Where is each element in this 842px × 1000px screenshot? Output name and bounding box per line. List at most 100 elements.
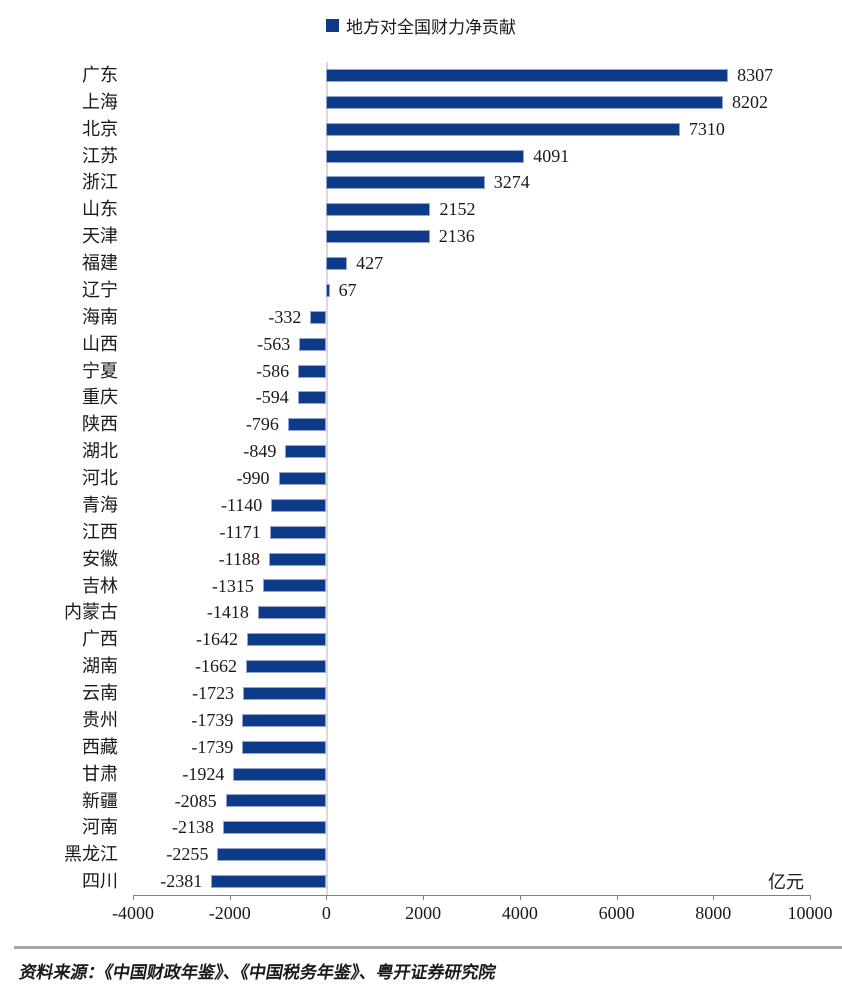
legend-label: 地方对全国财力净贡献 xyxy=(346,17,516,37)
category-label: 四川 xyxy=(82,871,118,892)
x-tick-label: -2000 xyxy=(208,903,251,923)
category-label: 湖北 xyxy=(82,441,118,462)
x-tick-label: 0 xyxy=(321,903,331,923)
value-label: -1739 xyxy=(191,736,234,757)
value-label: -1739 xyxy=(191,709,234,730)
bar xyxy=(326,230,430,244)
bar xyxy=(271,498,327,512)
category-label: 天津 xyxy=(82,226,118,247)
bar xyxy=(326,149,525,163)
category-label: 北京 xyxy=(82,118,118,139)
value-label: -586 xyxy=(256,360,290,381)
value-label: 2136 xyxy=(438,226,475,247)
bar xyxy=(243,686,327,700)
category-label: 宁夏 xyxy=(82,360,118,381)
category-label: 福建 xyxy=(82,253,118,274)
x-tick-label: 6000 xyxy=(598,903,635,923)
x-tick-label: -4000 xyxy=(112,903,154,923)
bar xyxy=(326,95,724,109)
category-label: 吉林 xyxy=(82,575,118,596)
category-label: 广西 xyxy=(82,629,118,650)
value-label: 3274 xyxy=(493,172,530,193)
chart-legend: 地方对全国财力净贡献 xyxy=(0,12,842,38)
value-label: -796 xyxy=(245,414,279,435)
category-label: 江苏 xyxy=(82,145,118,166)
bar xyxy=(298,364,327,378)
value-label: 2152 xyxy=(439,199,476,220)
bar xyxy=(242,713,327,727)
category-label: 湖南 xyxy=(82,656,118,677)
unit-label: 亿元 xyxy=(768,872,804,892)
bar xyxy=(326,122,680,136)
bar xyxy=(269,525,327,539)
bar xyxy=(242,740,327,754)
value-label: -1662 xyxy=(195,656,238,677)
bar xyxy=(223,821,327,835)
x-tick-label: 4000 xyxy=(501,903,538,923)
x-axis-line xyxy=(133,895,810,896)
category-label: 陕西 xyxy=(82,414,118,435)
bar xyxy=(257,606,327,620)
bar xyxy=(246,660,327,674)
category-label: 甘肃 xyxy=(82,763,118,784)
category-label: 安徽 xyxy=(82,548,118,569)
bar xyxy=(247,633,327,647)
bar xyxy=(211,875,327,889)
x-axis-tick xyxy=(810,895,811,900)
category-label: 云南 xyxy=(82,683,118,704)
value-label: -563 xyxy=(257,333,291,354)
bar xyxy=(287,418,327,432)
x-axis-tick xyxy=(326,895,328,900)
value-label: -594 xyxy=(255,387,289,408)
value-label: -1418 xyxy=(206,602,249,623)
value-label: -2381 xyxy=(160,871,203,892)
value-label: -1723 xyxy=(192,683,235,704)
value-label: -1315 xyxy=(211,575,254,596)
category-label: 内蒙古 xyxy=(64,602,118,623)
bar xyxy=(225,794,327,808)
bar-chart: 广东 8307 上海 8202 北京 7310 江苏 4091 浙江 3274 山东 2152 天津 21… xyxy=(0,62,842,900)
value-label: -1642 xyxy=(196,629,239,650)
category-label: 海南 xyxy=(82,306,118,327)
x-axis-tick xyxy=(713,895,715,900)
category-label: 贵州 xyxy=(82,709,118,730)
category-label: 黑龙江 xyxy=(64,844,118,865)
category-label: 广东 xyxy=(82,65,118,85)
x-axis-tick xyxy=(229,895,231,900)
bar xyxy=(326,257,348,271)
x-axis-tick xyxy=(616,895,618,900)
x-axis-tick xyxy=(519,895,521,900)
x-tick-label: 10000 xyxy=(787,903,833,923)
category-label: 新疆 xyxy=(82,790,118,811)
category-label: 江西 xyxy=(82,521,118,542)
category-label: 山西 xyxy=(82,333,118,354)
value-label: -1171 xyxy=(219,521,261,542)
category-label: 河北 xyxy=(82,468,118,489)
value-label: -2138 xyxy=(172,817,215,838)
bar xyxy=(285,445,327,459)
value-label: -849 xyxy=(243,441,277,462)
footer-divider xyxy=(14,946,842,949)
category-label: 上海 xyxy=(82,91,118,112)
category-label: 浙江 xyxy=(82,172,118,193)
value-label: -990 xyxy=(236,468,270,489)
bar xyxy=(233,767,327,781)
bar xyxy=(326,283,330,297)
bar xyxy=(299,337,327,351)
bar xyxy=(262,579,327,593)
x-tick-label: 2000 xyxy=(405,903,442,923)
value-label: 427 xyxy=(356,253,384,274)
category-label: 重庆 xyxy=(82,387,118,408)
bar xyxy=(326,68,729,82)
category-label: 青海 xyxy=(82,494,118,515)
value-label: -1924 xyxy=(182,763,225,784)
value-label: -2085 xyxy=(174,790,217,811)
zero-axis-line xyxy=(326,62,328,895)
bar xyxy=(278,472,327,485)
source-note: 资料来源：《中国财政年鉴》、《中国税务年鉴》、粤开证券研究院 xyxy=(17,963,498,982)
value-label: 8307 xyxy=(737,65,774,85)
value-label: -1140 xyxy=(220,494,263,515)
x-axis-tick xyxy=(423,895,425,900)
category-label: 河南 xyxy=(82,817,118,838)
value-label: -1188 xyxy=(218,548,260,569)
